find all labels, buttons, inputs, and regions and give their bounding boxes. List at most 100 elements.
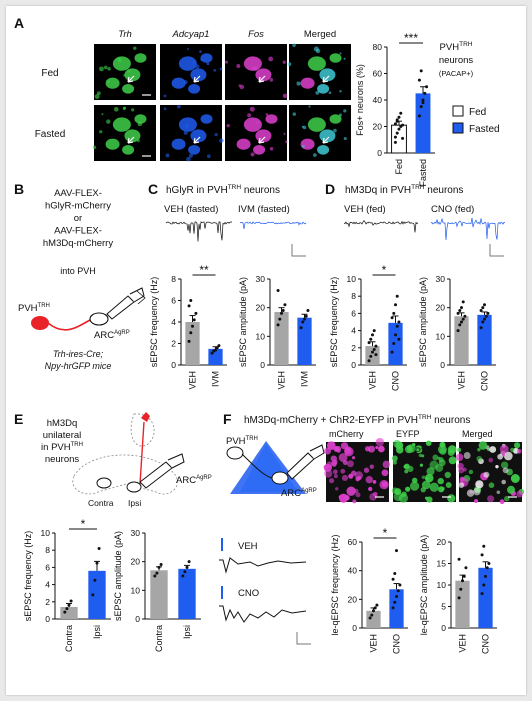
panel-f-trace-bottom-label: CNO [238,588,259,599]
speckle [329,478,335,484]
speckle [344,495,350,501]
f-freq-data-point [391,606,395,610]
f-amp-data-point [480,553,484,557]
speckle [344,447,352,455]
f-freq-bar [389,589,404,628]
c-freq-bar [185,322,200,365]
e-amp-category-label: Contra [154,625,164,652]
speckle [339,52,342,55]
speckle [404,469,409,474]
arc-neuron [89,312,109,326]
cell-blob [317,145,330,155]
f-amp-category-label: CNO [481,634,491,654]
a-data-point [395,131,399,135]
d-amp-ytick-label: 0 [440,360,445,370]
cell-blob [134,53,147,63]
speckle [365,476,373,484]
speckle [421,480,431,490]
panel-e-amplitude-chart: 0 10 20 30 Contra Ipsi sEPSC amplitude (pA) [113,528,201,652]
speckle [200,58,203,61]
speckle [103,65,108,70]
f-amp-data-point [482,544,486,548]
speckle [338,495,342,499]
d-amp-data-point [486,311,490,315]
speckle [381,469,389,477]
c-amp-ytick-label: 20 [256,303,266,313]
f-freq-ytick-label: 40 [348,566,358,576]
d-amp-data-point [481,306,485,310]
speckle [401,491,407,497]
c-amp-ytick-label: 30 [256,274,266,284]
e-freq-ytick-label: 10 [41,528,51,538]
speckle [507,485,515,494]
d-freq-data-point [394,333,397,337]
f-amp-ytick-label: 20 [437,537,447,547]
micrograph-tile [455,441,525,505]
speckle [339,90,342,93]
d-amp-data-point [458,323,462,327]
d-freq-significance: * [382,263,387,277]
speckle [438,486,445,493]
speckle [107,67,111,71]
speckle [341,474,349,481]
c-amp-ytick-label: 0 [260,360,265,370]
d-amp-data-point [481,320,485,324]
speckle [351,456,356,460]
speckle [477,448,481,452]
c-freq-data-point [215,346,219,350]
f-freq-data-point [372,609,375,613]
micrograph-tile [160,104,224,162]
trace-veh [343,219,419,233]
a-bar [415,93,431,153]
speckle [239,84,245,90]
micrograph-tile [391,439,457,503]
speckle [352,499,357,504]
micrograph-tile [287,43,351,100]
svg-text:in PVHTRH: in PVHTRH [41,442,83,453]
e-amp-ytick-label: 20 [131,557,141,567]
speckle [483,471,490,478]
d-amp-data-point [461,317,465,321]
neuron-title-rest: neurons [439,55,474,66]
speckle [292,112,296,116]
f-freq-ytick-label: 60 [348,537,358,547]
f-freq-data-point [393,600,397,604]
e-amp-data-point [187,560,191,564]
speckle [107,80,110,83]
speckle [163,94,167,98]
c-freq-category-label: IVM [211,371,221,387]
panel-c-title: hGlyR in PVHTRH neurons [166,184,280,196]
cell-blob [300,77,315,89]
cell-blob [178,56,197,71]
panel-d-trace-right-label: CNO (fed) [431,204,474,215]
pipette-tip [167,453,185,469]
speckle [475,480,484,489]
d-amp-bar [477,314,492,365]
c-freq-ytick-label: 6 [171,296,176,306]
speckle [419,463,423,467]
a-data-point [393,135,397,139]
arrow-icon [258,75,266,83]
a-data-point [395,118,399,122]
c-amp-data-point [303,317,306,321]
speckle [343,109,347,113]
speckle [131,108,135,112]
a-significance: *** [404,31,418,45]
speckle [256,121,259,124]
legend-swatch [452,105,464,117]
a-ytick-label: 80 [373,42,383,52]
f-freq-data-point [375,603,379,607]
a-data-point [417,78,421,82]
c-amp-data-point [304,314,308,318]
d-freq-data-point [372,348,376,352]
pvh-axon [241,453,273,479]
d-freq-ytick-label: 8 [351,291,356,301]
speckle [447,494,456,503]
pvh-neuron-red [141,412,150,422]
e-amp-data-point [155,571,159,575]
e-freq-ytick-label: 2 [45,597,50,607]
d-amp-data-point [460,320,463,324]
e-amp-data-point [185,565,189,569]
d-freq-data-point [367,341,371,345]
panel-e-schematic: ARCAgRP Contra Ipsi [72,412,212,508]
